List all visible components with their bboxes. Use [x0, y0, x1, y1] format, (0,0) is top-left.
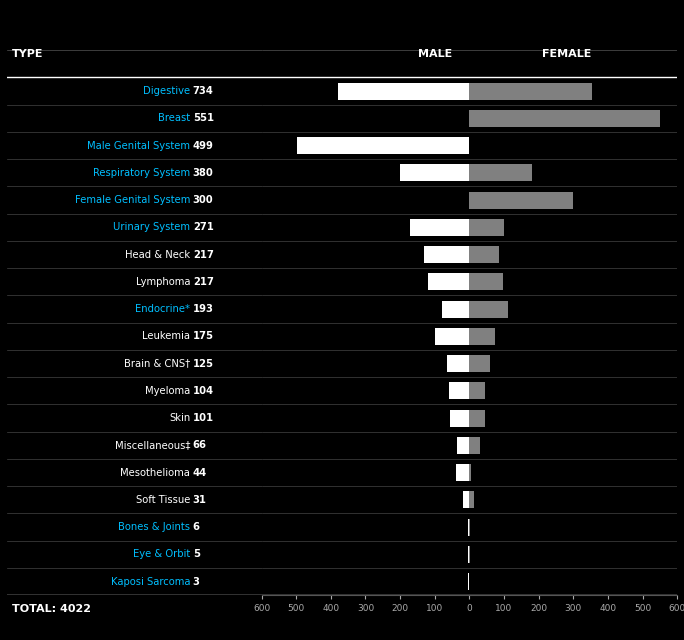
Text: Leukemia: Leukemia: [142, 332, 190, 341]
Text: 66: 66: [193, 440, 207, 451]
Text: 3: 3: [193, 577, 200, 587]
Text: TYPE: TYPE: [12, 49, 44, 60]
Bar: [469, 328, 495, 345]
Text: FEMALE: FEMALE: [542, 49, 591, 60]
Bar: [464, 492, 469, 508]
Text: 551: 551: [193, 113, 214, 124]
Text: 193: 193: [193, 304, 213, 314]
Text: Female Genital System: Female Genital System: [75, 195, 190, 205]
Text: Mesothelioma: Mesothelioma: [120, 468, 190, 477]
Bar: [469, 110, 660, 127]
Bar: [469, 273, 503, 291]
Bar: [469, 219, 504, 236]
Text: 734: 734: [193, 86, 213, 96]
Bar: [428, 273, 469, 291]
Bar: [447, 355, 469, 372]
Bar: [469, 246, 499, 263]
Text: Endocrine*: Endocrine*: [135, 304, 190, 314]
Text: 380: 380: [193, 168, 213, 178]
Text: Urinary System: Urinary System: [114, 222, 190, 232]
Bar: [456, 464, 469, 481]
Bar: [469, 83, 592, 100]
Text: 6: 6: [193, 522, 200, 532]
Text: Head & Neck: Head & Neck: [125, 250, 190, 260]
Text: Respiratory System: Respiratory System: [93, 168, 190, 178]
Bar: [435, 328, 469, 345]
Text: 31: 31: [193, 495, 207, 505]
Bar: [410, 219, 469, 236]
Text: Brain & CNS†: Brain & CNS†: [124, 358, 190, 369]
Text: Eye & Orbit: Eye & Orbit: [133, 549, 190, 559]
Bar: [469, 492, 474, 508]
Bar: [338, 83, 469, 100]
Text: 5: 5: [193, 549, 200, 559]
Text: Lymphoma: Lymphoma: [135, 277, 190, 287]
Bar: [469, 410, 485, 426]
Bar: [469, 464, 471, 481]
Text: 300: 300: [193, 195, 213, 205]
Text: 271: 271: [193, 222, 213, 232]
Bar: [469, 382, 484, 399]
Bar: [469, 355, 490, 372]
Bar: [469, 164, 531, 181]
Bar: [457, 437, 469, 454]
Text: Breast: Breast: [158, 113, 190, 124]
Bar: [469, 518, 471, 536]
Text: 217: 217: [193, 250, 213, 260]
Text: 101: 101: [193, 413, 214, 423]
Text: Skin: Skin: [169, 413, 190, 423]
Bar: [442, 301, 469, 317]
Text: 104: 104: [193, 386, 214, 396]
Bar: [469, 191, 573, 209]
Text: 44: 44: [193, 468, 207, 477]
Text: Digestive: Digestive: [143, 86, 190, 96]
Bar: [449, 382, 469, 399]
Text: 125: 125: [193, 358, 214, 369]
Bar: [469, 437, 479, 454]
Text: Soft Tissue: Soft Tissue: [136, 495, 190, 505]
Text: TOTAL: 4022: TOTAL: 4022: [12, 604, 91, 614]
Text: Kaposi Sarcoma: Kaposi Sarcoma: [111, 577, 190, 587]
Text: Miscellaneous‡: Miscellaneous‡: [115, 440, 190, 451]
Text: Male Genital System: Male Genital System: [88, 141, 190, 150]
Text: Myeloma: Myeloma: [145, 386, 190, 396]
Text: 175: 175: [193, 332, 214, 341]
Bar: [469, 546, 470, 563]
Bar: [400, 164, 469, 181]
Text: MALE: MALE: [418, 49, 452, 60]
Bar: [424, 246, 469, 263]
Text: 217: 217: [193, 277, 213, 287]
Bar: [450, 410, 469, 426]
Text: 499: 499: [193, 141, 213, 150]
Text: Bones & Joints: Bones & Joints: [118, 522, 190, 532]
Bar: [469, 301, 508, 317]
Bar: [297, 137, 469, 154]
